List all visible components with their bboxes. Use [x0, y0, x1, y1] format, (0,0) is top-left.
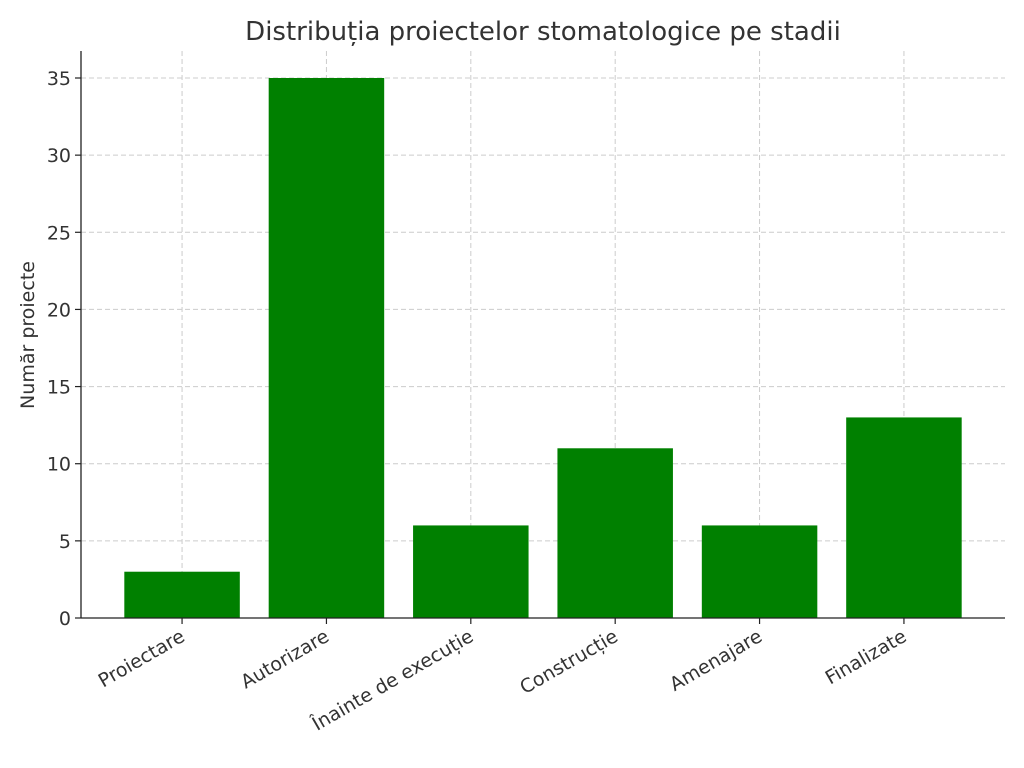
y-tick-label: 15	[47, 377, 71, 399]
bars-layer	[124, 78, 962, 618]
y-tick-label: 5	[59, 531, 71, 553]
x-tick-label: Autorizare	[237, 625, 333, 693]
axes-layer	[80, 51, 1005, 619]
x-tick-label: Proiectare	[95, 625, 189, 692]
x-tick-label: Finalizate	[822, 625, 911, 689]
x-tick-label: Înainte de execuție	[307, 624, 477, 736]
y-tick-label: 0	[59, 608, 71, 630]
bar	[701, 525, 818, 618]
y-tick-label: 25	[47, 222, 71, 244]
x-tick-label: Construcție	[516, 625, 621, 699]
bar	[268, 78, 385, 618]
bar	[557, 448, 673, 618]
chart-title: Distribuția proiectelor stomatologice pe…	[245, 17, 841, 47]
y-ticks: 0 5 10 15 20 25 30 35	[47, 68, 81, 630]
y-tick-label: 30	[47, 145, 71, 167]
bar	[124, 571, 240, 618]
y-axis-label: Număr proiecte	[17, 261, 39, 409]
y-tick-label: 10	[47, 454, 71, 476]
y-tick-label: 20	[47, 299, 71, 321]
bar	[413, 525, 529, 618]
x-tick-label: Amenajare	[666, 625, 766, 695]
y-tick-label: 35	[47, 68, 71, 90]
bar	[846, 417, 962, 618]
